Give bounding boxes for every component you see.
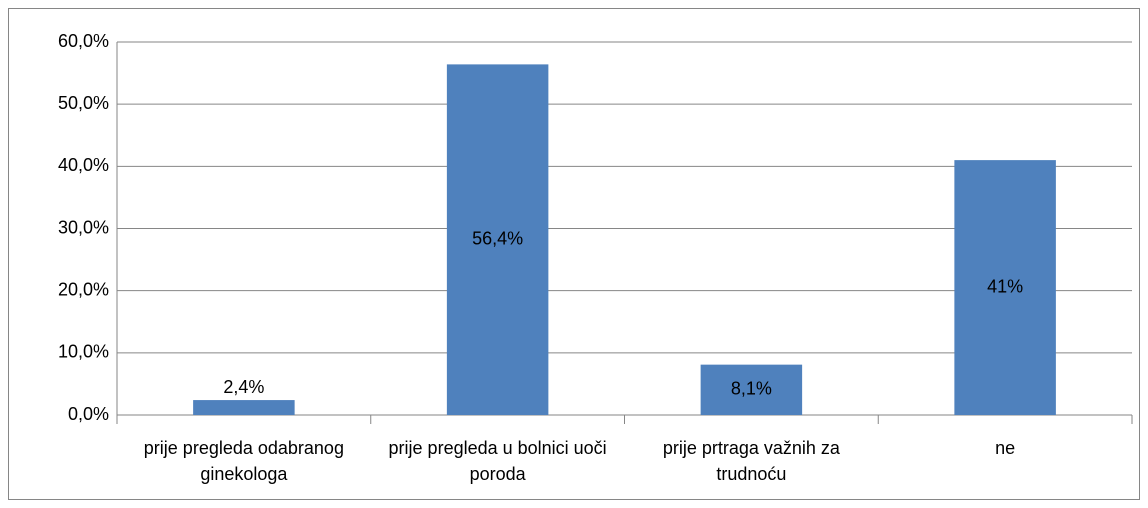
data-label: 2,4% xyxy=(223,377,264,397)
y-tick-label: 30,0% xyxy=(58,217,109,237)
y-tick-label: 40,0% xyxy=(58,155,109,175)
bar xyxy=(954,160,1056,415)
data-label: 56,4% xyxy=(472,228,523,248)
y-tick-label: 10,0% xyxy=(58,342,109,362)
x-tick-label: prije pregleda odabranog ginekologa xyxy=(143,438,344,484)
x-tick-label: prije prtraga važnih za trudnoću xyxy=(662,438,840,484)
x-tick-label: prije pregleda u bolnici uoči poroda xyxy=(388,438,607,484)
data-label: 8,1% xyxy=(731,379,772,399)
bar xyxy=(446,64,549,415)
chart-border xyxy=(8,8,1140,500)
bar xyxy=(193,400,295,415)
y-tick-label: 50,0% xyxy=(58,93,109,113)
x-tick-label: ne xyxy=(995,438,1016,458)
data-label: 41% xyxy=(987,276,1023,296)
y-tick-label: 60,0% xyxy=(58,31,109,51)
y-tick-label: 0,0% xyxy=(68,404,109,424)
bar xyxy=(700,364,803,415)
y-tick-label: 20,0% xyxy=(58,279,109,299)
